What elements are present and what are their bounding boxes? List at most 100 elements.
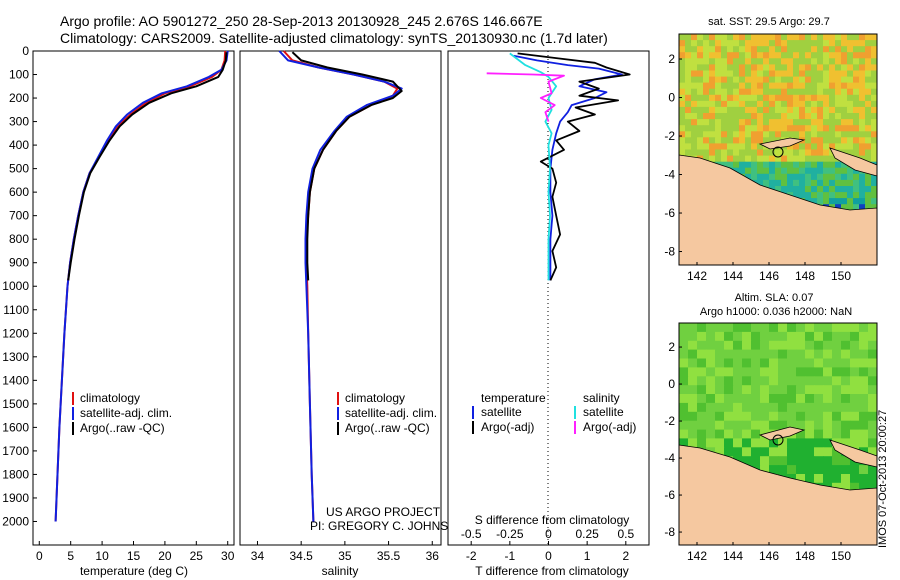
heat-cell bbox=[823, 125, 830, 132]
heat-cell bbox=[757, 88, 764, 96]
heat-cell bbox=[850, 474, 860, 484]
sla-map-title-2: Argo h1000: 0.036 h2000: NaN bbox=[700, 306, 852, 318]
heat-cell bbox=[796, 331, 806, 342]
heat-cell bbox=[697, 349, 707, 359]
heat-cell bbox=[703, 119, 710, 126]
heat-cell bbox=[706, 385, 716, 395]
heat-cell bbox=[832, 376, 842, 386]
heat-cell bbox=[715, 376, 725, 386]
heat-cell bbox=[853, 88, 860, 96]
x-tick-label: -2 bbox=[466, 549, 477, 563]
heat-cell bbox=[775, 186, 782, 193]
heat-cell bbox=[697, 340, 707, 351]
heat-cell bbox=[763, 70, 770, 78]
heat-cell bbox=[775, 100, 782, 108]
heat-cell bbox=[679, 149, 686, 157]
heat-cell bbox=[685, 34, 692, 41]
heat-cell bbox=[679, 349, 689, 359]
heat-cell bbox=[697, 376, 707, 386]
heat-cell bbox=[853, 173, 860, 181]
heat-cell bbox=[817, 198, 824, 205]
climatology-title: Climatology: CARS2009. Satellite-adjuste… bbox=[60, 30, 608, 46]
heat-cell bbox=[871, 52, 878, 59]
heat-cell bbox=[868, 340, 878, 351]
heat-cell bbox=[793, 143, 800, 150]
heat-cell bbox=[853, 198, 860, 205]
heat-cell bbox=[823, 429, 833, 439]
heat-cell bbox=[850, 482, 860, 493]
depth-axis: 0 100 200 300 400 500 600 700 800 900 1000 1100 1200… bbox=[2, 44, 37, 528]
salinity-x-axis: 34 34.5 35 35.5 36 bbox=[251, 541, 439, 563]
legend-t-header: temperature bbox=[481, 391, 546, 405]
heat-cell bbox=[709, 58, 716, 65]
heat-cell bbox=[829, 143, 836, 150]
heat-cell bbox=[853, 137, 860, 144]
heat-cell bbox=[829, 64, 836, 71]
heat-cell bbox=[823, 113, 830, 120]
heat-cell bbox=[757, 167, 764, 175]
heat-cell bbox=[793, 149, 800, 157]
heat-cell bbox=[688, 358, 698, 368]
heat-cell bbox=[859, 349, 869, 359]
heat-cell bbox=[751, 94, 758, 102]
heat-cell bbox=[697, 358, 707, 368]
heat-cell bbox=[715, 340, 725, 351]
heat-cell bbox=[865, 155, 872, 163]
heat-cell bbox=[709, 70, 716, 78]
heat-cell bbox=[742, 349, 752, 359]
heat-cell bbox=[751, 52, 758, 59]
heat-cell bbox=[832, 349, 842, 359]
heat-cell bbox=[751, 143, 758, 150]
sla-map-axes: 142 144 146 148 150 2 0 -2 -4 -6 -8 bbox=[664, 340, 851, 563]
heat-cell bbox=[859, 411, 869, 422]
heat-cell bbox=[781, 119, 788, 126]
heat-cell bbox=[724, 420, 734, 431]
heat-cell bbox=[715, 143, 722, 150]
heat-cell bbox=[793, 82, 800, 90]
heat-cell bbox=[871, 70, 878, 78]
heat-cell bbox=[733, 331, 743, 342]
heat-cell bbox=[811, 192, 818, 199]
heat-cell bbox=[817, 161, 824, 169]
heat-cell bbox=[841, 161, 848, 169]
depth-tick-label: 700 bbox=[9, 209, 29, 223]
heat-cell bbox=[733, 149, 740, 157]
heat-cell bbox=[871, 64, 878, 71]
heat-cell bbox=[775, 113, 782, 120]
heat-cell bbox=[835, 40, 842, 47]
x-tick-label: 0 bbox=[36, 549, 43, 563]
heat-cell bbox=[787, 82, 794, 90]
heat-cell bbox=[847, 52, 854, 59]
heat-cell bbox=[697, 82, 704, 90]
heat-cell bbox=[745, 155, 752, 163]
lat-tick-label: -6 bbox=[664, 206, 675, 220]
heat-cell bbox=[757, 76, 764, 84]
heat-cell bbox=[721, 137, 728, 144]
heat-cell bbox=[835, 94, 842, 102]
heat-cell bbox=[871, 186, 878, 193]
heat-cell bbox=[739, 149, 746, 157]
x-tick-label: 34 bbox=[251, 549, 265, 563]
heat-cell bbox=[787, 64, 794, 71]
heat-cell bbox=[688, 367, 698, 377]
heat-cell bbox=[871, 204, 878, 211]
heat-cell bbox=[853, 34, 860, 41]
heat-cell bbox=[814, 367, 824, 377]
heat-cell bbox=[733, 143, 740, 150]
x-tick-label: 35.5 bbox=[377, 549, 401, 563]
heat-cell bbox=[724, 331, 734, 342]
heat-cell bbox=[781, 70, 788, 78]
heat-cell bbox=[757, 58, 764, 65]
heat-cell bbox=[781, 52, 788, 59]
lat-tick-label: 0 bbox=[668, 91, 675, 105]
heat-cell bbox=[853, 82, 860, 90]
heat-cell bbox=[703, 52, 710, 59]
heat-cell bbox=[865, 40, 872, 47]
heat-cell bbox=[805, 420, 815, 431]
heat-cell bbox=[859, 70, 866, 78]
heat-cell bbox=[871, 82, 878, 90]
heat-cell bbox=[850, 402, 860, 413]
heat-cell bbox=[760, 447, 770, 457]
heat-cell bbox=[715, 323, 725, 333]
heat-cell bbox=[835, 58, 842, 65]
